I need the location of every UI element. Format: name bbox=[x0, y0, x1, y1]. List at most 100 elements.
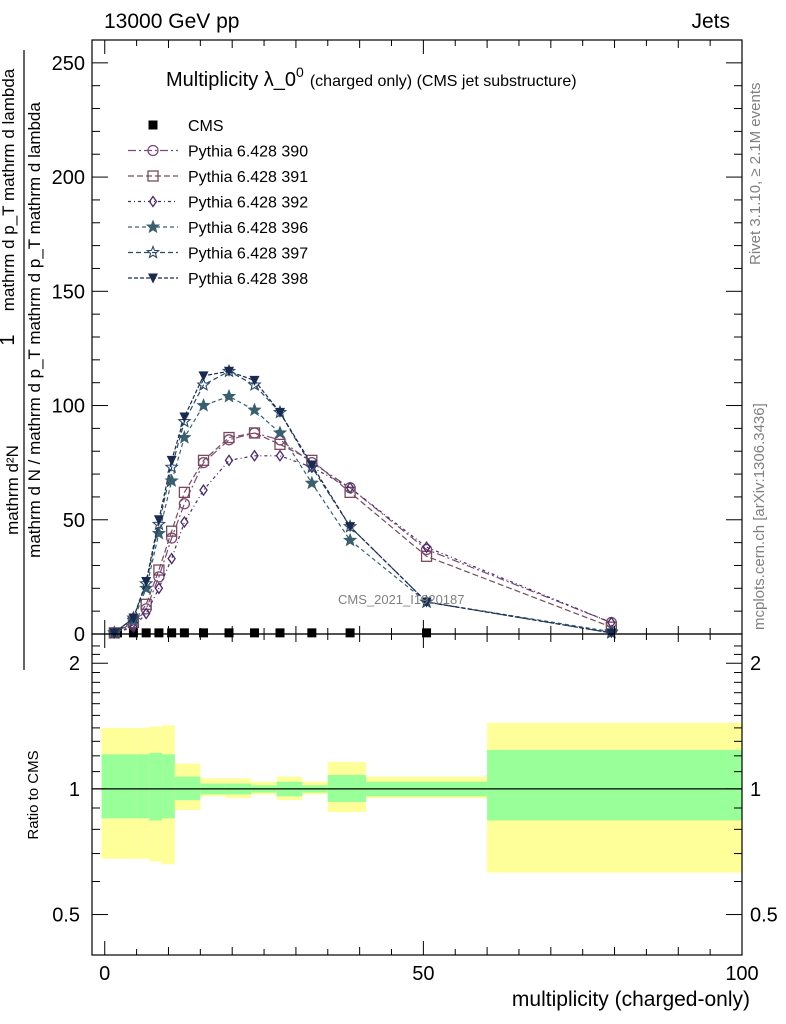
series-pythia-6-428-398 bbox=[109, 366, 617, 639]
data-point bbox=[249, 375, 260, 386]
data-point bbox=[248, 427, 261, 439]
data-point bbox=[199, 483, 208, 497]
ratio-y-tick-label-right: 0.5 bbox=[750, 905, 778, 927]
series-pythia-6-428-391 bbox=[108, 427, 618, 639]
legend-entry: CMS bbox=[148, 118, 224, 135]
plot-title-sub: (charged only) (CMS jet substructure) bbox=[310, 73, 577, 90]
data-series bbox=[107, 363, 619, 639]
data-point bbox=[274, 407, 285, 418]
legend-label: CMS bbox=[188, 118, 224, 135]
data-point bbox=[272, 425, 288, 440]
series-pythia-6-428-392 bbox=[110, 449, 616, 639]
data-point bbox=[141, 628, 151, 638]
legend-entry: Pythia 6.428 390 bbox=[128, 144, 308, 161]
legend-entry: Pythia 6.428 397 bbox=[128, 244, 308, 263]
legend-label: Pythia 6.428 398 bbox=[188, 271, 308, 288]
y-axis-label: 1 mathrm d²N mathrm d N / mathrm d p_T m… bbox=[0, 50, 44, 670]
legend-marker bbox=[148, 120, 158, 130]
ratio-y-tick-label: 1 bbox=[69, 779, 80, 801]
data-point bbox=[342, 532, 358, 547]
data-point bbox=[166, 455, 177, 466]
y-tick-label: 0 bbox=[74, 624, 85, 646]
y-tick-label: 150 bbox=[52, 281, 85, 303]
y-label-frac-top: mathrm d²N bbox=[3, 445, 22, 535]
data-point bbox=[109, 628, 120, 639]
data-point bbox=[422, 628, 432, 638]
y-tick-label: 100 bbox=[52, 396, 85, 418]
legend-marker bbox=[147, 144, 159, 157]
data-point bbox=[250, 628, 259, 638]
data-point bbox=[179, 628, 189, 638]
legend-label: Pythia 6.428 391 bbox=[188, 169, 308, 186]
data-point bbox=[606, 628, 617, 639]
ratio-y-tick-label-right: 2 bbox=[750, 653, 761, 675]
y-tick-label: 200 bbox=[52, 167, 85, 189]
rivet-version-text: Rivet 3.1.10, ≥ 2.1M events bbox=[747, 83, 764, 266]
data-point bbox=[422, 541, 431, 554]
data-point bbox=[197, 454, 210, 467]
data-point bbox=[247, 402, 262, 417]
x-tick-label: 0 bbox=[99, 963, 110, 985]
y-label-denominator: mathrm d N / mathrm d p_T mathrm d p_T m… bbox=[25, 102, 44, 558]
axes: 0 50 100 0 50 100 150 200 250 0.5 0.5 1 1 2 2 bbox=[52, 39, 778, 985]
series-cms bbox=[112, 628, 432, 638]
data-point bbox=[164, 473, 179, 487]
data-point bbox=[153, 564, 165, 576]
data-point bbox=[178, 498, 191, 510]
series-line bbox=[113, 370, 612, 634]
y-label-one: 1 bbox=[0, 334, 19, 345]
y-tick-label: 250 bbox=[52, 53, 85, 75]
data-point bbox=[275, 449, 285, 462]
x-tick-label: 50 bbox=[412, 963, 434, 985]
header-right: Jets bbox=[691, 10, 730, 33]
ratio-inner-band bbox=[487, 749, 742, 821]
ratio-inner-band bbox=[162, 754, 175, 819]
header-left: 13000 GeV pp bbox=[104, 10, 239, 33]
data-point bbox=[141, 576, 152, 587]
legend-label: Pythia 6.428 397 bbox=[188, 246, 308, 263]
data-point bbox=[177, 414, 192, 428]
legend-marker bbox=[145, 219, 161, 234]
series-line bbox=[113, 370, 612, 634]
data-point bbox=[180, 515, 189, 529]
data-point bbox=[153, 571, 165, 583]
data-point bbox=[151, 525, 167, 540]
data-point bbox=[151, 516, 167, 531]
data-point bbox=[199, 628, 209, 638]
data-point bbox=[250, 449, 259, 462]
data-point bbox=[307, 628, 317, 638]
legend-label: Pythia 6.428 392 bbox=[188, 195, 308, 212]
data-point bbox=[139, 580, 154, 595]
legend-label: Pythia 6.428 390 bbox=[188, 144, 308, 161]
series-line bbox=[114, 432, 612, 634]
data-point bbox=[345, 481, 355, 494]
data-point bbox=[178, 486, 191, 499]
ratio-y-tick-label-right: 1 bbox=[750, 779, 761, 801]
data-point bbox=[198, 371, 209, 382]
legend-entry: Pythia 6.428 396 bbox=[128, 219, 308, 237]
ratio-inner-band bbox=[101, 754, 137, 819]
mcplots-reference-text: mcplots.cern.ch [arXiv:1306.3436] bbox=[751, 403, 768, 630]
data-point bbox=[345, 522, 356, 533]
data-point bbox=[224, 628, 234, 638]
data-point bbox=[224, 366, 235, 377]
legend-marker bbox=[145, 244, 161, 259]
ratio-inner-band bbox=[149, 752, 163, 821]
data-point bbox=[224, 454, 234, 467]
data-point bbox=[164, 459, 179, 474]
analysis-watermark: CMS_2021_I1920187 bbox=[338, 592, 465, 607]
legend-entry: Pythia 6.428 391 bbox=[128, 169, 308, 186]
data-point bbox=[420, 543, 433, 556]
ratio-bands bbox=[92, 722, 742, 873]
data-point bbox=[223, 431, 235, 444]
ratio-inner-band bbox=[136, 754, 150, 819]
data-point bbox=[221, 388, 237, 403]
y-tick-label: 50 bbox=[63, 510, 85, 532]
legend-marker bbox=[148, 195, 158, 208]
legend-entry: Pythia 6.428 392 bbox=[128, 195, 308, 212]
data-point bbox=[154, 628, 164, 638]
data-point bbox=[179, 412, 190, 423]
data-point bbox=[154, 582, 164, 595]
ratio-frame bbox=[91, 633, 743, 956]
data-point bbox=[166, 525, 178, 537]
